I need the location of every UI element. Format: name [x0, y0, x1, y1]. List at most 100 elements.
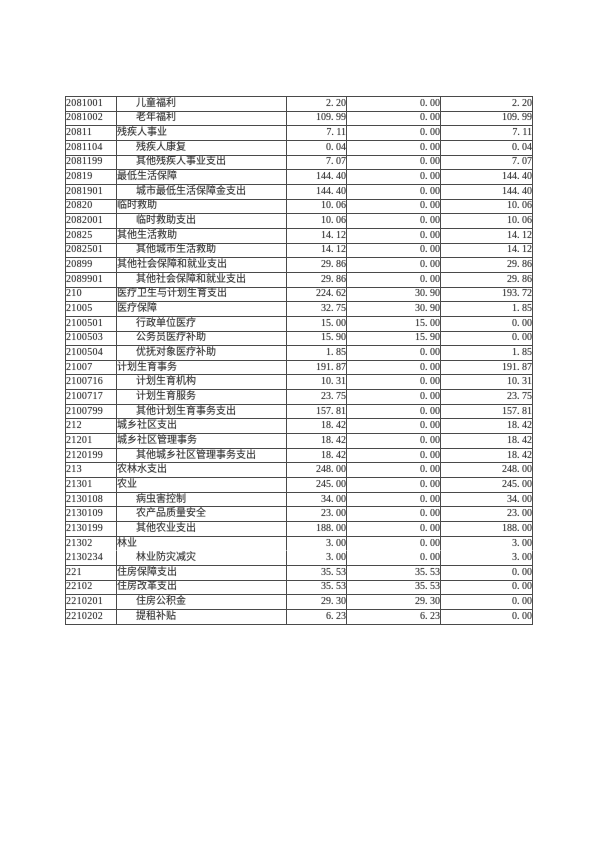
table-row: 21302 林业 3. 00 0. 00 3. 00	[66, 536, 533, 552]
row-amount-3: 3. 00	[441, 551, 533, 566]
row-code: 20819	[66, 170, 117, 185]
row-amount-2: 0. 00	[347, 507, 441, 523]
row-amount-3: 23. 75	[441, 390, 533, 405]
row-amount-1: 15. 90	[287, 331, 347, 347]
row-code: 2081002	[66, 111, 117, 127]
row-code: 213	[66, 463, 117, 479]
row-code: 2081001	[66, 97, 117, 112]
row-name: 林业	[117, 536, 287, 552]
row-amount-1: 144. 40	[287, 170, 347, 185]
row-code: 20820	[66, 199, 117, 215]
row-amount-2: 0. 00	[347, 375, 441, 391]
row-amount-1: 10. 06	[287, 214, 347, 229]
row-code: 21007	[66, 360, 117, 376]
row-amount-2: 0. 00	[347, 551, 441, 566]
row-code: 20811	[66, 126, 117, 141]
row-amount-3: 0. 00	[441, 595, 533, 610]
row-amount-3: 10. 06	[441, 199, 533, 215]
row-amount-2: 0. 00	[347, 111, 441, 127]
row-amount-1: 7. 11	[287, 126, 347, 141]
table-row: 2081001 儿童福利 2. 20 0. 00 2. 20	[66, 97, 533, 112]
row-name: 公务员医疗补助	[117, 331, 287, 347]
row-amount-3: 14. 12	[441, 228, 533, 244]
row-amount-2: 15. 90	[347, 331, 441, 347]
row-name: 残疾人康复	[117, 140, 287, 156]
table-row: 2082501 其他城市生活救助 14. 12 0. 00 14. 12	[66, 243, 533, 259]
row-code: 2082501	[66, 243, 117, 259]
row-amount-3: 144. 40	[441, 170, 533, 185]
row-name: 临时救助	[117, 199, 287, 215]
row-amount-1: 224. 62	[287, 287, 347, 303]
table-row: 2081002 老年福利 109. 99 0. 00 109. 99	[66, 111, 533, 127]
row-amount-2: 35. 53	[347, 566, 441, 581]
row-amount-2: 30. 90	[347, 287, 441, 303]
row-amount-1: 14. 12	[287, 243, 347, 259]
table-row: 221 住房保障支出 35. 53 35. 53 0. 00	[66, 566, 533, 581]
table-row: 21005 医疗保障 32. 75 30. 90 1. 85	[66, 302, 533, 317]
row-code: 21302	[66, 536, 117, 552]
table-row: 20811 残疾人事业 7. 11 0. 00 7. 11	[66, 126, 533, 141]
table-row: 2210201 住房公积金 29. 30 29. 30 0. 00	[66, 595, 533, 610]
row-name: 住房公积金	[117, 595, 287, 610]
table-row: 2100504 优抚对象医疗补助 1. 85 0. 00 1. 85	[66, 346, 533, 361]
row-amount-2: 35. 53	[347, 580, 441, 596]
row-name: 其他残疾人事业支出	[117, 155, 287, 171]
row-amount-1: 2. 20	[287, 97, 347, 112]
row-amount-2: 0. 00	[347, 390, 441, 405]
row-amount-3: 18. 42	[441, 419, 533, 435]
row-amount-3: 3. 00	[441, 536, 533, 552]
row-amount-1: 23. 75	[287, 390, 347, 405]
row-name: 其他城乡社区管理事务支出	[117, 448, 287, 464]
row-amount-3: 109. 99	[441, 111, 533, 127]
row-amount-1: 6. 23	[287, 609, 347, 625]
row-amount-1: 29. 30	[287, 595, 347, 610]
table-row: 2120199 其他城乡社区管理事务支出 18. 42 0. 00 18. 42	[66, 448, 533, 464]
row-amount-1: 18. 42	[287, 434, 347, 449]
row-amount-1: 188. 00	[287, 522, 347, 537]
row-name: 农业	[117, 478, 287, 493]
table-row: 21201 城乡社区管理事务 18. 42 0. 00 18. 42	[66, 434, 533, 449]
row-name: 临时救助支出	[117, 214, 287, 229]
table-row: 2130234 林业防灾减灾 3. 00 0. 00 3. 00	[66, 551, 533, 566]
row-code: 21005	[66, 302, 117, 317]
row-name: 城市最低生活保障金支出	[117, 184, 287, 200]
row-code: 21201	[66, 434, 117, 449]
row-amount-2: 0. 00	[347, 346, 441, 361]
table-row: 20825 其他生活救助 14. 12 0. 00 14. 12	[66, 228, 533, 244]
row-code: 2130109	[66, 507, 117, 523]
table-row: 2081199 其他残疾人事业支出 7. 07 0. 00 7. 07	[66, 155, 533, 171]
row-amount-3: 0. 04	[441, 140, 533, 156]
row-amount-3: 0. 00	[441, 566, 533, 581]
row-amount-3: 18. 42	[441, 434, 533, 449]
row-name: 其他城市生活救助	[117, 243, 287, 259]
row-amount-3: 0. 00	[441, 580, 533, 596]
row-name: 计划生育事务	[117, 360, 287, 376]
row-amount-2: 0. 00	[347, 536, 441, 552]
row-name: 病虫害控制	[117, 492, 287, 508]
table-row: 2100716 计划生育机构 10. 31 0. 00 10. 31	[66, 375, 533, 391]
row-name: 城乡社区管理事务	[117, 434, 287, 449]
document-page: 2081001 儿童福利 2. 20 0. 00 2. 20 2081002 老…	[65, 96, 533, 625]
row-amount-3: 0. 00	[441, 316, 533, 332]
table-row: 2100717 计划生育服务 23. 75 0. 00 23. 75	[66, 390, 533, 405]
row-amount-3: 1. 85	[441, 346, 533, 361]
row-amount-2: 0. 00	[347, 492, 441, 508]
row-code: 2089901	[66, 272, 117, 288]
row-amount-1: 144. 40	[287, 184, 347, 200]
row-code: 210	[66, 287, 117, 303]
row-amount-2: 15. 00	[347, 316, 441, 332]
row-amount-2: 0. 00	[347, 434, 441, 449]
row-amount-1: 35. 53	[287, 566, 347, 581]
row-amount-2: 0. 00	[347, 155, 441, 171]
row-amount-2: 0. 00	[347, 463, 441, 479]
row-name: 老年福利	[117, 111, 287, 127]
row-code: 20825	[66, 228, 117, 244]
row-amount-2: 0. 00	[347, 170, 441, 185]
row-amount-2: 0. 00	[347, 258, 441, 273]
row-amount-2: 0. 00	[347, 184, 441, 200]
row-name: 计划生育机构	[117, 375, 287, 391]
row-amount-3: 7. 07	[441, 155, 533, 171]
row-code: 2081901	[66, 184, 117, 200]
row-amount-1: 10. 06	[287, 199, 347, 215]
row-name: 其他计划生育事务支出	[117, 404, 287, 420]
